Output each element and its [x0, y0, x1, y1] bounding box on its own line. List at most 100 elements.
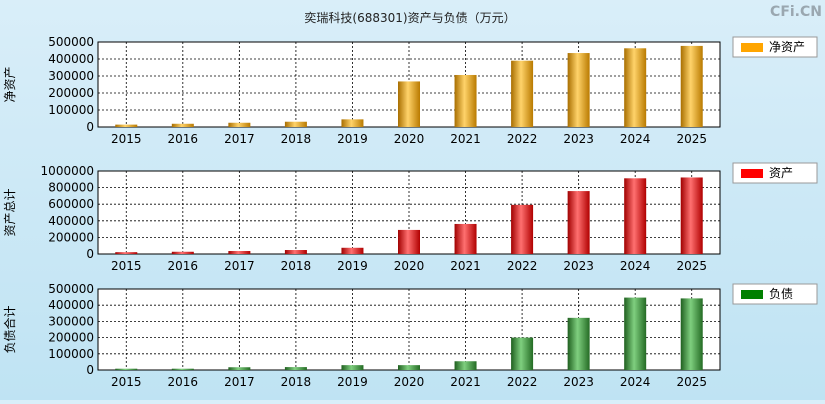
bar-2019: [341, 247, 364, 254]
y-tick-label: 600000: [48, 197, 94, 211]
x-tick-label: 2021: [450, 132, 481, 146]
bar-2020: [398, 365, 420, 370]
y-tick-label: 200000: [48, 230, 94, 244]
y-tick-label: 200000: [48, 331, 94, 345]
legend: 净资产: [732, 36, 818, 58]
x-tick-label: 2015: [111, 132, 142, 146]
bar-2021: [454, 74, 477, 127]
bar-2017: [228, 122, 251, 127]
legend-label: 资产: [769, 166, 793, 180]
legend: 负债: [732, 283, 818, 305]
x-tick-label: 2024: [620, 132, 651, 146]
y-axis-label: 负债合计: [2, 305, 17, 353]
bar-2018: [284, 367, 307, 370]
x-tick-label: 2018: [281, 375, 312, 389]
bar-2017: [228, 367, 251, 370]
bar-2016: [171, 368, 194, 370]
legend: 资产: [732, 162, 818, 184]
bar-2015: [115, 124, 138, 127]
chart-panel-2: 500000 400000 300000 200000 100000 0 2015 2016 2…: [2, 282, 818, 389]
chart-panel-1: 1000000 800000 600000 400000 200000 0 2015 2016…: [3, 162, 818, 273]
x-tick-label: 2024: [620, 259, 651, 273]
x-tick-label: 2021: [450, 259, 481, 273]
bar-2016: [171, 123, 194, 127]
x-tick-label: 2017: [224, 132, 255, 146]
watermark: CFi.CN: [770, 4, 822, 20]
bar-2025: [680, 45, 703, 127]
bar-2025: [680, 177, 703, 254]
y-tick-label: 200000: [48, 86, 94, 100]
y-tick-label: 400000: [48, 298, 94, 312]
x-tick-label: 2025: [676, 375, 707, 389]
x-tick-label: 2017: [224, 375, 255, 389]
y-tick-label: 500000: [48, 35, 94, 49]
bar-2022: [511, 60, 534, 128]
y-tick-label: 400000: [48, 52, 94, 66]
x-tick-label: 2015: [111, 375, 142, 389]
x-tick-label: 2023: [563, 375, 594, 389]
bar-2017: [228, 251, 251, 254]
x-tick-label: 2017: [224, 259, 255, 273]
x-tick-label: 2023: [563, 132, 594, 146]
bar-2023: [567, 191, 590, 254]
bar-2022: [511, 337, 534, 370]
x-tick-label: 2019: [337, 375, 368, 389]
x-tick-label: 2019: [337, 132, 368, 146]
y-tick-label: 400000: [48, 214, 94, 228]
bar-2016: [171, 251, 194, 254]
y-axis-label: 资产总计: [3, 188, 17, 236]
y-tick-label: 0: [86, 363, 94, 377]
y-tick-label: 800000: [48, 181, 94, 195]
bar-2020: [398, 229, 420, 254]
bar-2024: [624, 297, 647, 370]
y-tick-label: 100000: [48, 347, 94, 361]
legend-swatch: [741, 43, 763, 52]
bar-2020: [398, 81, 420, 127]
bar-2015: [115, 252, 138, 254]
x-tick-label: 2018: [281, 259, 312, 273]
legend-swatch: [741, 169, 763, 178]
x-tick-label: 2025: [676, 259, 707, 273]
bar-2021: [454, 361, 477, 370]
x-tick-label: 2016: [168, 375, 199, 389]
y-tick-label: 300000: [48, 69, 94, 83]
bar-2019: [341, 119, 364, 127]
bar-2022: [511, 204, 534, 254]
x-tick-label: 2020: [394, 259, 425, 273]
bar-2024: [624, 178, 647, 254]
bar-2025: [680, 298, 703, 370]
x-tick-label: 2020: [394, 375, 425, 389]
x-tick-label: 2025: [676, 132, 707, 146]
legend-label: 净资产: [769, 40, 805, 54]
x-tick-label: 2022: [507, 132, 538, 146]
bar-2018: [284, 250, 307, 254]
y-tick-label: 1000000: [41, 164, 94, 178]
y-tick-label: 100000: [48, 103, 94, 117]
bar-2018: [284, 121, 307, 127]
y-tick-label: 0: [86, 247, 94, 261]
x-tick-label: 2023: [563, 259, 594, 273]
chart-title: 奕瑞科技(688301)资产与负债（万元）: [304, 10, 515, 25]
y-tick-label: 0: [86, 120, 94, 134]
bar-2023: [567, 53, 590, 127]
bar-2021: [454, 223, 477, 254]
x-tick-label: 2015: [111, 259, 142, 273]
x-tick-label: 2019: [337, 259, 368, 273]
x-tick-label: 2021: [450, 375, 481, 389]
x-tick-label: 2022: [507, 375, 538, 389]
x-tick-label: 2016: [168, 132, 199, 146]
x-tick-label: 2024: [620, 375, 651, 389]
legend-label: 负债: [769, 287, 793, 301]
bar-2015: [115, 368, 138, 370]
y-tick-label: 500000: [48, 282, 94, 296]
y-axis-label: 净资产: [3, 66, 17, 102]
x-tick-label: 2022: [507, 259, 538, 273]
bar-2024: [624, 48, 647, 127]
y-tick-label: 300000: [48, 314, 94, 328]
x-tick-label: 2020: [394, 132, 425, 146]
bar-2023: [567, 317, 590, 370]
x-tick-label: 2018: [281, 132, 312, 146]
bar-2019: [341, 365, 364, 370]
